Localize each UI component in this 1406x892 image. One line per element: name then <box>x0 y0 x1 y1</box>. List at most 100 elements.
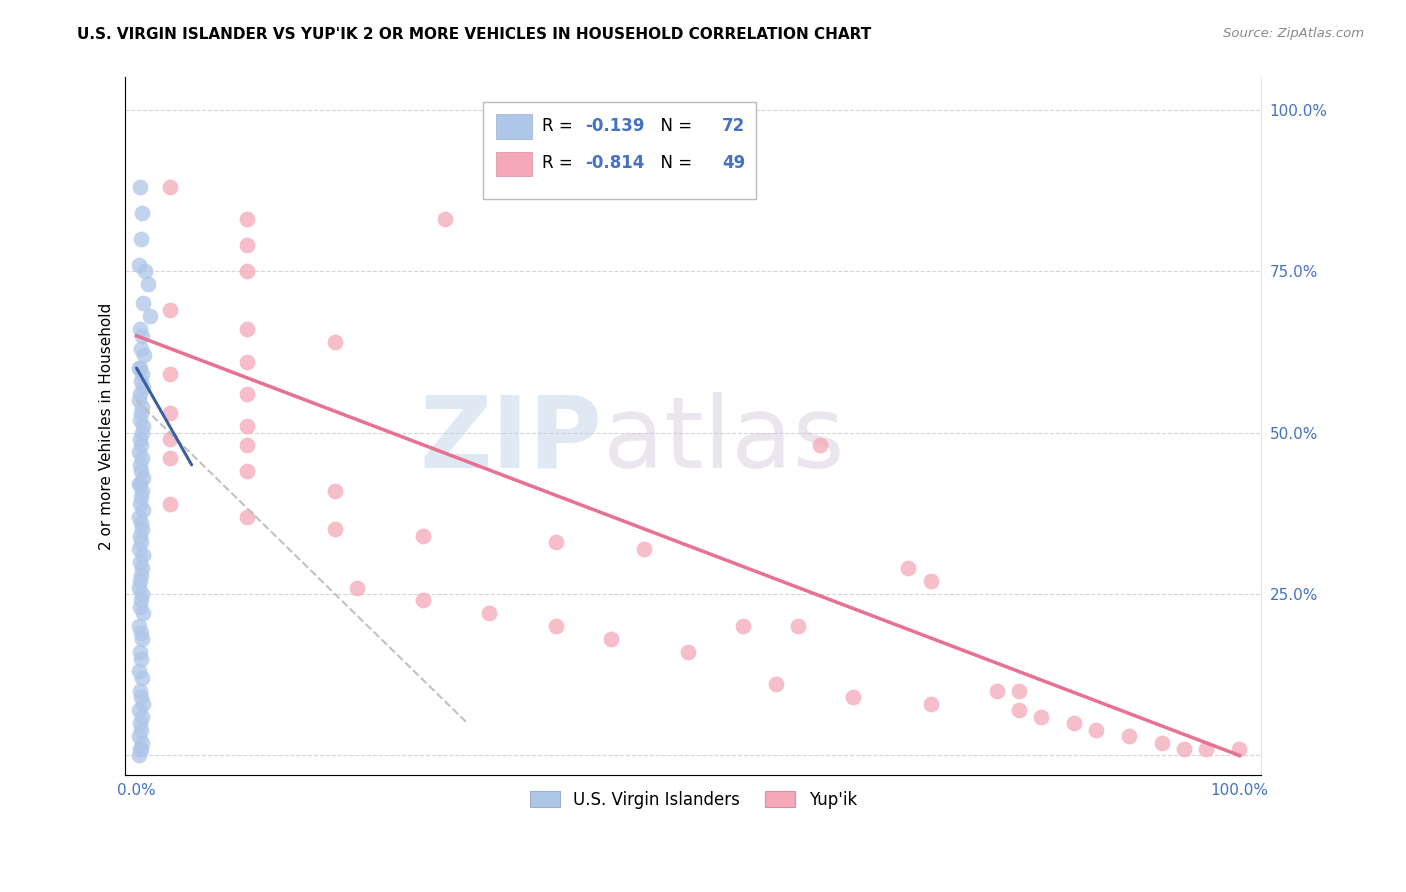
Point <box>128 541 150 556</box>
Point <box>129 464 152 478</box>
Point <box>131 451 153 466</box>
Point <box>128 619 150 633</box>
Point <box>236 264 259 278</box>
Point <box>128 703 150 717</box>
Text: -0.139: -0.139 <box>585 117 645 136</box>
Point <box>236 238 259 252</box>
Point <box>920 574 942 588</box>
Point <box>236 212 259 227</box>
Point <box>128 748 150 763</box>
FancyBboxPatch shape <box>496 152 531 177</box>
Point <box>128 258 150 272</box>
Point <box>129 374 152 388</box>
Point <box>129 625 152 640</box>
Point <box>236 464 259 478</box>
Point <box>236 419 259 434</box>
Point <box>128 387 150 401</box>
Point <box>129 742 152 756</box>
Point <box>128 684 150 698</box>
Point <box>128 477 150 491</box>
Point <box>131 400 153 414</box>
Point <box>236 354 259 368</box>
Point <box>842 690 865 705</box>
Point <box>544 619 567 633</box>
Point <box>129 342 152 356</box>
Point <box>136 277 159 291</box>
Point <box>323 335 346 350</box>
Point <box>129 651 152 665</box>
Point <box>412 593 434 607</box>
Point <box>544 535 567 549</box>
Text: atlas: atlas <box>603 392 844 489</box>
Point <box>129 490 152 504</box>
Point <box>138 310 160 324</box>
Text: N =: N = <box>650 154 697 172</box>
Point <box>129 690 152 705</box>
Point <box>129 593 152 607</box>
Point <box>132 549 155 563</box>
FancyBboxPatch shape <box>484 102 756 200</box>
Point <box>131 523 153 537</box>
Point <box>128 742 150 756</box>
Text: ZIP: ZIP <box>419 392 603 489</box>
Text: Source: ZipAtlas.com: Source: ZipAtlas.com <box>1223 27 1364 40</box>
Point <box>676 645 699 659</box>
Point <box>128 574 150 588</box>
Point <box>132 296 155 310</box>
Point <box>134 348 156 362</box>
Point <box>128 361 150 376</box>
Point <box>1118 729 1140 743</box>
Point <box>1173 742 1195 756</box>
Point <box>986 684 1008 698</box>
Text: R =: R = <box>543 154 578 172</box>
Point <box>128 581 150 595</box>
Point <box>131 561 153 575</box>
Point <box>129 232 152 246</box>
Point <box>1152 735 1174 749</box>
Point <box>129 516 152 530</box>
Point <box>159 497 181 511</box>
Point <box>132 471 155 485</box>
Text: 49: 49 <box>721 154 745 172</box>
Point <box>129 723 152 737</box>
Point <box>131 632 153 647</box>
Point <box>159 406 181 420</box>
Point <box>132 419 155 434</box>
Point <box>129 406 152 420</box>
Point <box>236 509 259 524</box>
Point <box>129 567 152 582</box>
Point <box>131 671 153 685</box>
Point <box>1008 703 1031 717</box>
Point <box>765 677 787 691</box>
Point <box>129 535 152 549</box>
Point <box>128 555 150 569</box>
Point <box>128 599 150 614</box>
Point <box>131 709 153 723</box>
Point <box>132 503 155 517</box>
Point <box>1195 742 1218 756</box>
Text: -0.814: -0.814 <box>585 154 645 172</box>
Point <box>132 697 155 711</box>
Point <box>128 445 150 459</box>
Point <box>346 581 368 595</box>
Point <box>236 322 259 336</box>
Point <box>128 529 150 543</box>
Point <box>128 645 150 659</box>
Point <box>128 509 150 524</box>
Point <box>131 368 153 382</box>
Point <box>787 619 810 633</box>
Point <box>1029 709 1052 723</box>
Point <box>131 735 153 749</box>
Point <box>159 451 181 466</box>
Y-axis label: 2 or more Vehicles in Household: 2 or more Vehicles in Household <box>100 302 114 549</box>
Point <box>128 729 150 743</box>
Point <box>731 619 754 633</box>
Point <box>236 438 259 452</box>
Point <box>128 412 150 426</box>
Point <box>131 425 153 440</box>
Point <box>1227 742 1250 756</box>
Point <box>236 387 259 401</box>
Text: R =: R = <box>543 117 578 136</box>
Point <box>131 328 153 343</box>
Point <box>128 361 150 376</box>
